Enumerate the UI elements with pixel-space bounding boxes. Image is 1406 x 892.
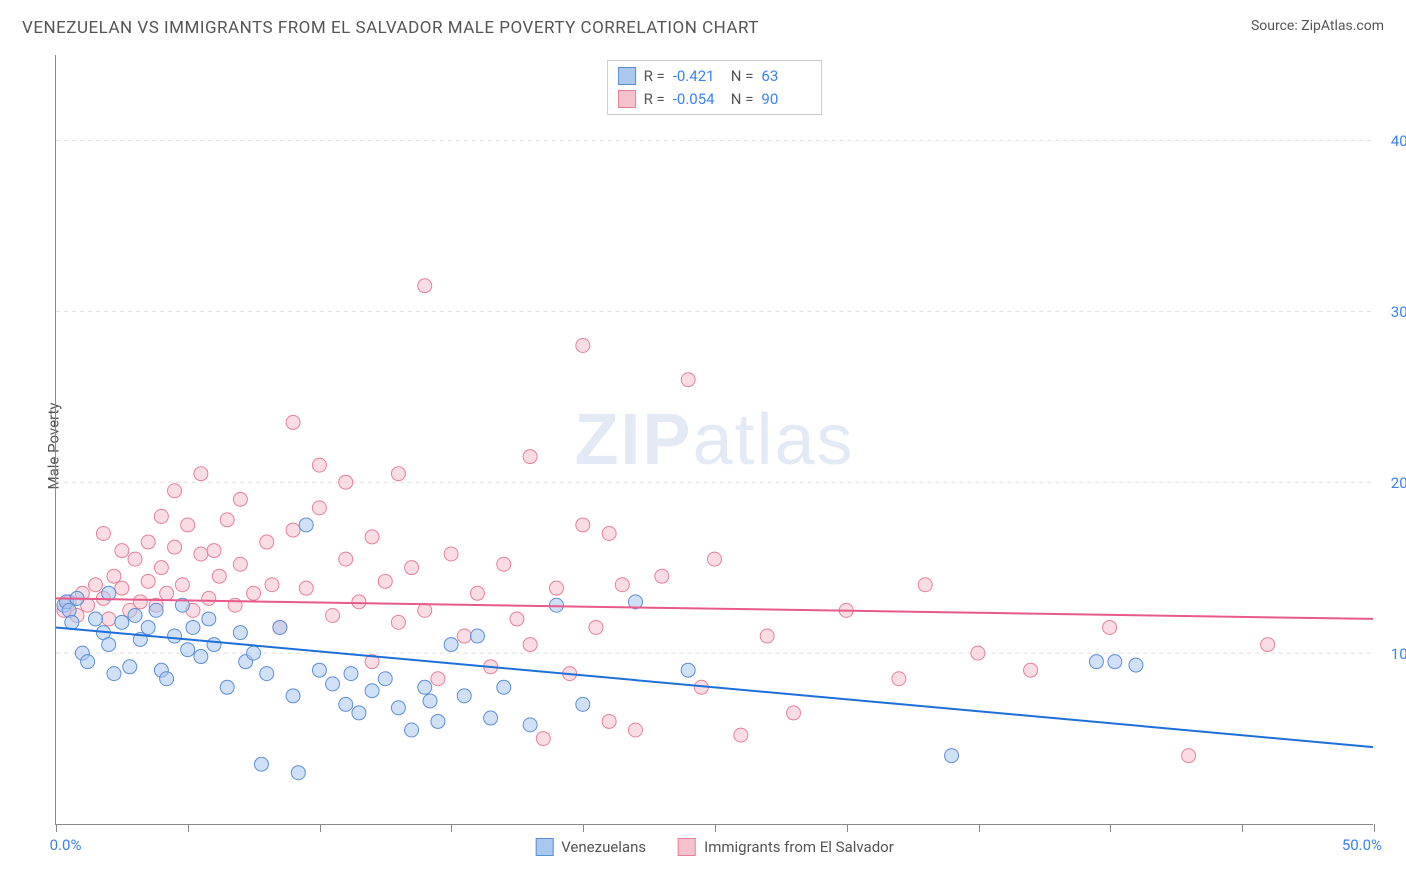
r-value-series2: -0.054 <box>673 88 723 111</box>
y-tick-label: 40.0% <box>1391 132 1406 150</box>
source-attribution: Source: ZipAtlas.com <box>1251 18 1384 34</box>
legend-label-series2: Immigrants from El Salvador <box>704 838 894 856</box>
legend-item-series1: Venezuelans <box>535 838 646 856</box>
y-tick-label: 10.0% <box>1391 645 1406 663</box>
n-value-series1: 63 <box>761 65 811 88</box>
r-value-series1: -0.421 <box>673 65 723 88</box>
legend-swatch-series1 <box>535 838 553 856</box>
legend-item-series2: Immigrants from El Salvador <box>678 838 894 856</box>
legend-swatch-series2 <box>678 838 696 856</box>
scatter-plot-svg <box>56 55 1373 824</box>
chart-plot-area: ZIPatlas 10.0%20.0%30.0%40.0% 0.0%50.0% … <box>55 55 1373 825</box>
swatch-series1 <box>618 67 636 85</box>
x-tick-label: 50.0% <box>1342 836 1382 854</box>
chart-title: VENEZUELAN VS IMMIGRANTS FROM EL SALVADO… <box>22 18 759 38</box>
chart-legend: Venezuelans Immigrants from El Salvador <box>535 838 894 856</box>
legend-label-series1: Venezuelans <box>561 838 646 856</box>
correlation-stats-box: R = -0.421 N = 63 R = -0.054 N = 90 <box>607 60 823 115</box>
swatch-series2 <box>618 90 636 108</box>
stats-row-series2: R = -0.054 N = 90 <box>618 88 812 111</box>
n-value-series2: 90 <box>761 88 811 111</box>
y-tick-label: 30.0% <box>1391 303 1406 321</box>
stats-row-series1: R = -0.421 N = 63 <box>618 65 812 88</box>
x-tick-label: 0.0% <box>50 836 82 854</box>
y-tick-label: 20.0% <box>1391 474 1406 492</box>
